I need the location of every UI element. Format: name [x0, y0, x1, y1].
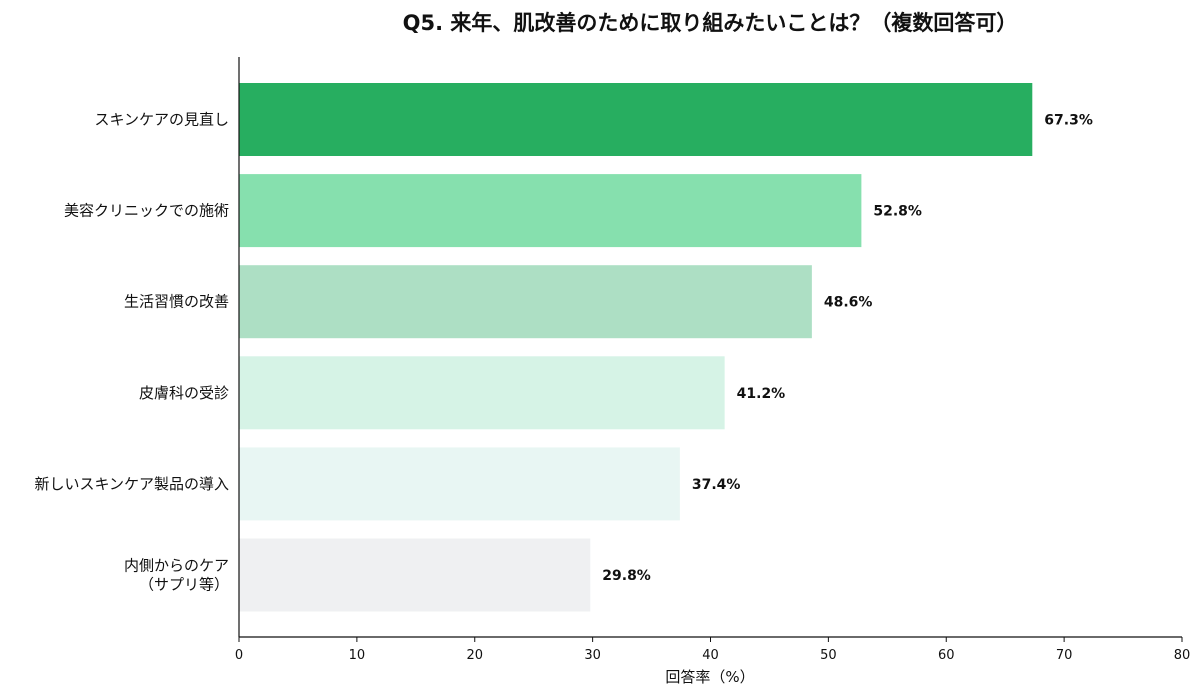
- x-tick-label-5: 50: [820, 648, 837, 663]
- bar-2: [239, 265, 812, 339]
- category-label-2: 生活習慣の改善: [124, 293, 229, 311]
- value-label-3: 41.2%: [737, 386, 786, 402]
- category-label-5-line-0: 内側からのケア: [124, 557, 229, 575]
- bar-0: [239, 83, 1033, 156]
- value-label-1: 52.8%: [873, 204, 922, 220]
- category-label-3: 皮膚科の受診: [139, 384, 229, 402]
- value-label-5: 29.8%: [602, 568, 651, 584]
- bar-4: [239, 447, 680, 521]
- category-labels-group: スキンケアの見直し美容クリニックでの施術生活習慣の改善皮膚科の受診新しいスキンケ…: [34, 111, 229, 594]
- x-tick-label-6: 60: [938, 648, 955, 663]
- bar-5: [239, 538, 591, 612]
- category-label-4: 新しいスキンケア製品の導入: [34, 475, 229, 493]
- category-label-0: スキンケアの見直し: [94, 111, 229, 129]
- x-axis-title: 回答率（%）: [665, 668, 754, 686]
- x-tick-label-3: 30: [584, 648, 601, 663]
- x-tick-label-4: 40: [702, 648, 719, 663]
- x-tick-label-0: 0: [235, 648, 243, 663]
- value-label-0: 67.3%: [1044, 113, 1093, 129]
- category-label-1: 美容クリニックでの施術: [64, 202, 229, 220]
- chart-title: Q5. 来年、肌改善のために取り組みたいことは？（複数回答可）: [403, 11, 1018, 35]
- bars-group: [239, 83, 1033, 612]
- value-label-4: 37.4%: [692, 477, 741, 493]
- value-label-2: 48.6%: [824, 295, 873, 311]
- bar-3: [239, 356, 725, 430]
- value-labels-group: 67.3% 52.8% 48.6% 41.2% 37.4% 29.8%: [602, 113, 1093, 585]
- x-tick-label-7: 70: [1056, 648, 1073, 663]
- bar-1: [239, 174, 862, 248]
- category-label-5-line-1: （サプリ等）: [139, 576, 229, 594]
- x-tick-label-1: 10: [349, 648, 366, 663]
- x-tick-label-8: 80: [1174, 648, 1191, 663]
- axes-group: 0 10 20 30 40 50 60 70 80: [235, 57, 1190, 663]
- x-tick-label-2: 20: [466, 648, 483, 663]
